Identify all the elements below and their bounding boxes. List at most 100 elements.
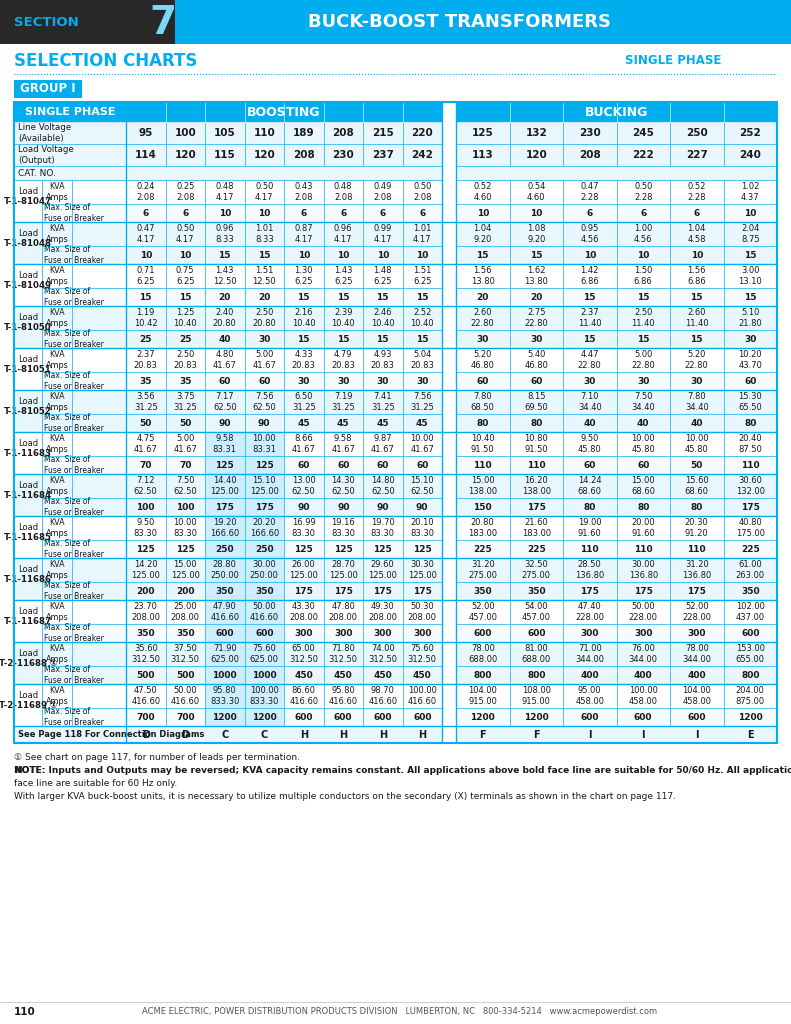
Bar: [205, 122, 244, 144]
Bar: [456, 348, 509, 372]
Text: 9.20: 9.20: [527, 234, 546, 244]
Bar: [403, 600, 442, 624]
Text: 15: 15: [744, 251, 756, 259]
Bar: [509, 204, 563, 222]
Text: 10: 10: [637, 251, 649, 259]
Bar: [509, 642, 563, 666]
Text: Max. Size of
Fuse or Breaker: Max. Size of Fuse or Breaker: [44, 204, 104, 222]
Bar: [456, 414, 509, 432]
Text: Load: Load: [18, 691, 38, 700]
Text: 208: 208: [332, 128, 354, 138]
Text: 23.70: 23.70: [134, 602, 157, 611]
Bar: [284, 684, 324, 708]
Text: 200: 200: [176, 587, 195, 596]
Text: 9.50: 9.50: [581, 434, 599, 443]
Text: Load: Load: [18, 313, 38, 323]
Text: 350: 350: [255, 587, 274, 596]
Text: 91.50: 91.50: [471, 444, 494, 454]
Bar: [14, 414, 42, 432]
Bar: [363, 516, 403, 540]
Bar: [456, 330, 509, 348]
Text: 183.00: 183.00: [468, 528, 498, 538]
Text: 78.00: 78.00: [471, 644, 494, 653]
Text: 2.04: 2.04: [741, 224, 759, 233]
Text: 68.50: 68.50: [471, 402, 494, 412]
Text: 30.30: 30.30: [411, 560, 434, 569]
Bar: [14, 102, 126, 122]
Bar: [244, 204, 284, 222]
Bar: [509, 246, 563, 264]
Text: 138.00: 138.00: [468, 486, 498, 496]
Text: 6: 6: [380, 209, 386, 217]
Text: KVA: KVA: [49, 266, 65, 275]
Bar: [456, 582, 509, 600]
Bar: [284, 330, 324, 348]
Bar: [42, 474, 72, 498]
Bar: [42, 264, 72, 288]
Bar: [509, 306, 563, 330]
Bar: [42, 600, 72, 624]
Bar: [126, 414, 165, 432]
Bar: [324, 498, 363, 516]
Text: 15: 15: [691, 335, 703, 343]
Text: 275.00: 275.00: [522, 570, 551, 580]
Text: 80: 80: [744, 419, 756, 427]
Text: 1.04: 1.04: [687, 224, 706, 233]
Text: 11.40: 11.40: [578, 318, 602, 328]
Bar: [724, 348, 777, 372]
Bar: [403, 414, 442, 432]
Bar: [456, 102, 777, 122]
Bar: [324, 414, 363, 432]
Text: KVA: KVA: [49, 224, 65, 233]
Text: 10: 10: [744, 209, 756, 217]
Bar: [616, 246, 670, 264]
Bar: [403, 264, 442, 288]
Text: 20: 20: [530, 293, 543, 301]
Text: 37.50: 37.50: [173, 644, 197, 653]
Bar: [14, 456, 42, 474]
Bar: [244, 498, 284, 516]
Text: 125.00: 125.00: [408, 570, 437, 580]
Text: 40: 40: [637, 419, 649, 427]
Text: 47.90: 47.90: [213, 602, 237, 611]
Text: 20.83: 20.83: [371, 360, 395, 370]
Text: 60: 60: [476, 377, 489, 385]
Bar: [403, 582, 442, 600]
Text: 15.00: 15.00: [631, 476, 655, 485]
Text: 50: 50: [139, 419, 152, 427]
Bar: [403, 390, 442, 414]
Bar: [324, 558, 363, 582]
Bar: [456, 708, 509, 726]
Text: 0.95: 0.95: [581, 224, 599, 233]
Bar: [165, 414, 205, 432]
Text: 11.40: 11.40: [631, 318, 655, 328]
Bar: [456, 474, 509, 498]
Bar: [42, 516, 72, 540]
Text: 0.49: 0.49: [373, 182, 392, 191]
Text: 30: 30: [637, 377, 649, 385]
Text: 30: 30: [416, 377, 429, 385]
Text: 175: 175: [373, 587, 392, 596]
Bar: [563, 708, 616, 726]
Bar: [284, 456, 324, 474]
Text: 110: 110: [253, 128, 275, 138]
Text: With larger KVA buck-boost units, it is necessary to utilize multiple conductors: With larger KVA buck-boost units, it is …: [14, 792, 676, 801]
Bar: [284, 582, 324, 600]
Text: 10.40: 10.40: [331, 318, 355, 328]
Text: 600: 600: [334, 713, 353, 722]
Text: 250.00: 250.00: [250, 570, 278, 580]
Bar: [126, 246, 165, 264]
Text: 220: 220: [411, 128, 433, 138]
Text: 71.00: 71.00: [578, 644, 602, 653]
Bar: [42, 624, 72, 642]
Text: KVA: KVA: [49, 518, 65, 527]
Bar: [403, 222, 442, 246]
Text: Max. Size of
Fuse or Breaker: Max. Size of Fuse or Breaker: [44, 246, 104, 264]
Text: 153.00: 153.00: [736, 644, 765, 653]
Text: 1.19: 1.19: [137, 308, 155, 317]
Bar: [363, 582, 403, 600]
Bar: [724, 432, 777, 456]
Bar: [126, 330, 165, 348]
Text: 113: 113: [472, 150, 494, 160]
Text: 8.75: 8.75: [741, 234, 759, 244]
